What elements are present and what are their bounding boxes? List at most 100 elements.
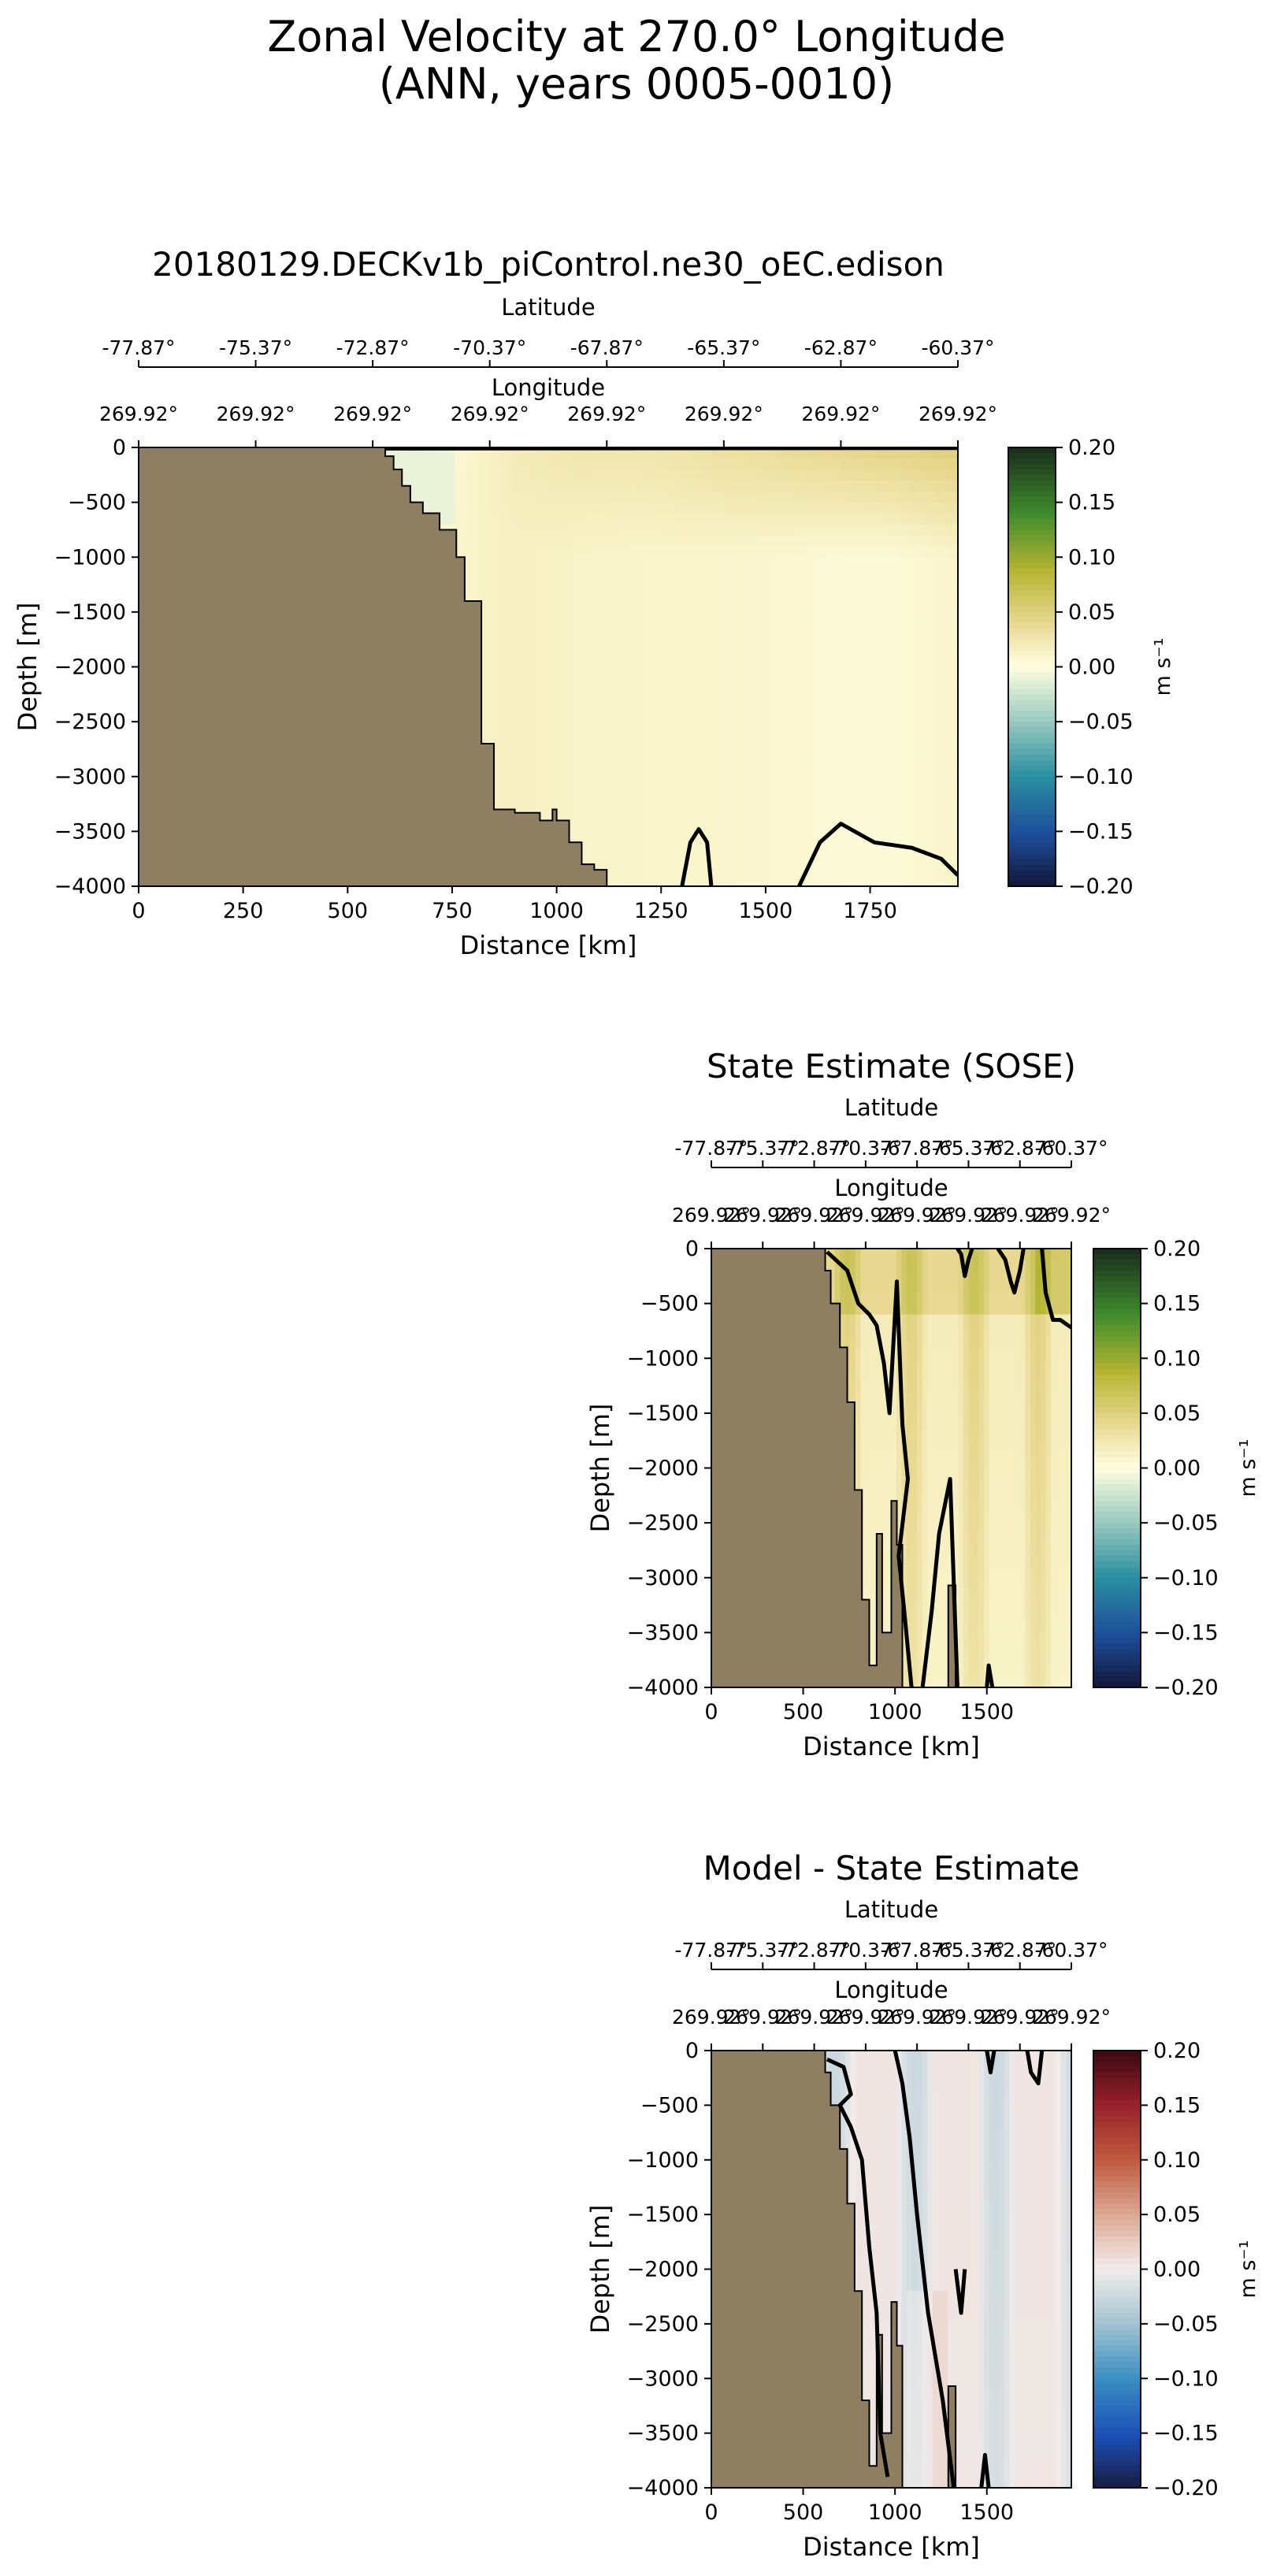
velocity-cell <box>911 831 924 843</box>
velocity-cell <box>901 1676 907 1687</box>
velocity-cell <box>860 1512 867 1524</box>
velocity-cell <box>466 458 479 470</box>
velocity-cell <box>917 1369 923 1381</box>
velocity-cell <box>917 1676 923 1687</box>
velocity-cell <box>948 1423 954 1436</box>
velocity-cell <box>677 677 689 689</box>
velocity-cell <box>876 820 889 832</box>
velocity-cell <box>864 765 877 778</box>
velocity-cell <box>548 655 561 668</box>
velocity-cell <box>665 611 678 624</box>
velocity-cell <box>805 568 818 580</box>
velocity-cell <box>829 798 842 811</box>
velocity-cell <box>937 1412 944 1425</box>
velocity-cell <box>922 776 935 789</box>
velocity-cell <box>934 469 947 481</box>
velocity-cell <box>653 722 666 733</box>
velocity-cell <box>677 524 689 536</box>
velocity-cell <box>881 1468 887 1480</box>
velocity-cell <box>501 666 514 679</box>
velocity-cell <box>395 458 409 470</box>
velocity-cell <box>852 622 865 635</box>
velocity-cell <box>595 644 607 657</box>
velocity-cell <box>958 1380 964 1392</box>
velocity-cell <box>922 1501 928 1513</box>
velocity-cell <box>875 1457 882 1469</box>
velocity-cell <box>559 546 573 558</box>
velocity-cell <box>934 733 947 744</box>
velocity-cell <box>899 787 912 800</box>
velocity-cell <box>735 798 748 811</box>
velocity-cell <box>937 1676 944 1687</box>
velocity-cell <box>571 787 585 800</box>
velocity-cell <box>937 1369 944 1381</box>
velocity-cell <box>881 1391 887 1403</box>
velocity-cell <box>852 557 865 569</box>
velocity-cell <box>747 513 760 525</box>
velocity-cell <box>875 1512 882 1524</box>
velocity-cell <box>466 502 479 514</box>
velocity-cell <box>571 513 585 525</box>
velocity-cell <box>618 754 631 766</box>
velocity-cell <box>841 622 853 635</box>
velocity-cell <box>907 1270 913 1282</box>
velocity-cell <box>887 458 900 470</box>
velocity-cell <box>770 853 783 865</box>
velocity-cell <box>946 655 958 668</box>
velocity-cell <box>881 1380 887 1392</box>
velocity-cell <box>688 546 701 558</box>
velocity-cell <box>860 1314 867 1327</box>
velocity-cell <box>963 1369 970 1381</box>
velocity-cell <box>932 1292 938 1305</box>
velocity-cell <box>536 633 549 646</box>
velocity-cell <box>917 1665 923 1677</box>
velocity-cell <box>513 754 525 766</box>
velocity-cell <box>864 655 877 668</box>
velocity-cell <box>887 611 900 624</box>
velocity-cell <box>805 502 818 514</box>
velocity-cell <box>723 579 737 591</box>
velocity-cell <box>712 502 725 514</box>
velocity-cell <box>712 787 725 800</box>
velocity-cell <box>887 524 900 536</box>
velocity-cell <box>911 568 924 580</box>
velocity-cell <box>885 1577 893 1590</box>
velocity-cell <box>841 809 853 822</box>
velocity-cell <box>922 1621 928 1633</box>
velocity-cell <box>712 622 725 635</box>
velocity-cell <box>911 1314 918 1327</box>
velocity-cell <box>875 1446 882 1458</box>
velocity-cell <box>887 633 900 646</box>
velocity-cell <box>901 1336 907 1348</box>
velocity-cell <box>937 1577 944 1590</box>
velocity-cell <box>759 733 771 744</box>
velocity-cell <box>865 1380 871 1392</box>
velocity-cell <box>653 754 666 766</box>
velocity-cell <box>911 1347 918 1359</box>
velocity-cell <box>841 733 853 744</box>
velocity-cell <box>952 1314 959 1327</box>
velocity-cell <box>927 1534 933 1546</box>
velocity-cell <box>770 633 783 646</box>
velocity-cell <box>759 535 771 547</box>
velocity-cell <box>782 622 795 635</box>
velocity-cell <box>901 1325 907 1337</box>
velocity-cell <box>455 491 467 503</box>
velocity-cell <box>559 535 573 547</box>
velocity-cell <box>922 535 935 547</box>
velocity-cell <box>937 1632 944 1644</box>
velocity-cell <box>922 1566 928 1579</box>
velocity-cell <box>865 1292 871 1305</box>
velocity-cell <box>876 700 889 711</box>
velocity-cell <box>595 722 607 733</box>
velocity-cell <box>618 677 631 689</box>
velocity-cell <box>860 1501 867 1513</box>
velocity-cell <box>735 743 748 755</box>
velocity-cell <box>536 524 549 536</box>
velocity-cell <box>455 513 467 525</box>
velocity-cell <box>607 480 619 492</box>
velocity-cell <box>559 611 573 624</box>
velocity-cell <box>881 1270 887 1282</box>
velocity-cell <box>887 655 900 668</box>
colorbar-segment <box>1008 585 1056 591</box>
